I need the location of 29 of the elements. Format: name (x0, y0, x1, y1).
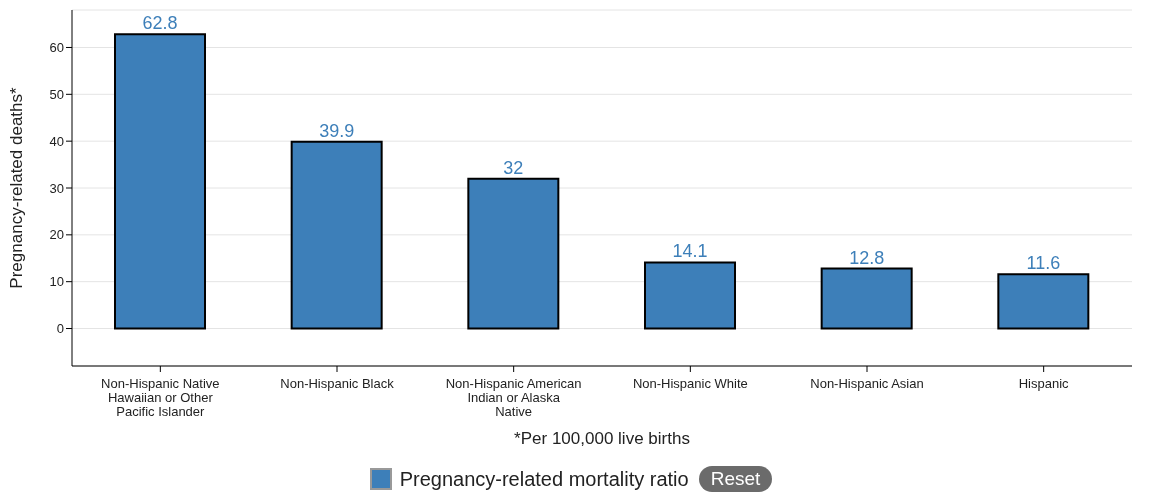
data-label: 14.1 (672, 241, 708, 262)
bar (644, 261, 736, 330)
x-tick-label: Non-Hispanic White (632, 376, 748, 391)
x-tick-label: Hispanic (1018, 376, 1070, 391)
legend-label: Pregnancy-related mortality ratio (399, 467, 689, 491)
x-axis-title: *Per 100,000 live births (514, 429, 690, 448)
x-tick-label: Non-Hispanic Asian (810, 376, 924, 391)
y-tick-label: 10 (49, 274, 64, 290)
y-tick-label: 0 (56, 321, 64, 337)
data-label: 62.8 (142, 13, 178, 34)
data-label: 39.9 (319, 120, 355, 141)
data-label: 12.8 (849, 247, 885, 268)
y-tick-label: 40 (49, 133, 64, 149)
bar (820, 267, 913, 330)
y-tick-label: 50 (49, 86, 64, 102)
y-axis-title: Pregnancy-related deaths* (7, 86, 27, 289)
reset-button: Reset (698, 466, 773, 492)
y-tick-label: 20 (49, 227, 64, 243)
bar (290, 140, 383, 330)
x-tick-label: Non-Hispanic Native Hawaiian or Other Pacific Islander (101, 376, 220, 419)
x-tick-label: Non-Hispanic American Indian or Alaska Native (445, 376, 582, 419)
y-tick-label: 30 (49, 180, 64, 196)
x-tick-label: Non-Hispanic Black (280, 376, 395, 391)
y-tick-label: 60 (49, 40, 64, 56)
data-label: 11.6 (1026, 253, 1061, 274)
bar (997, 273, 1090, 330)
data-label: 32 (503, 157, 524, 178)
bar (467, 177, 560, 330)
bar (114, 33, 206, 330)
